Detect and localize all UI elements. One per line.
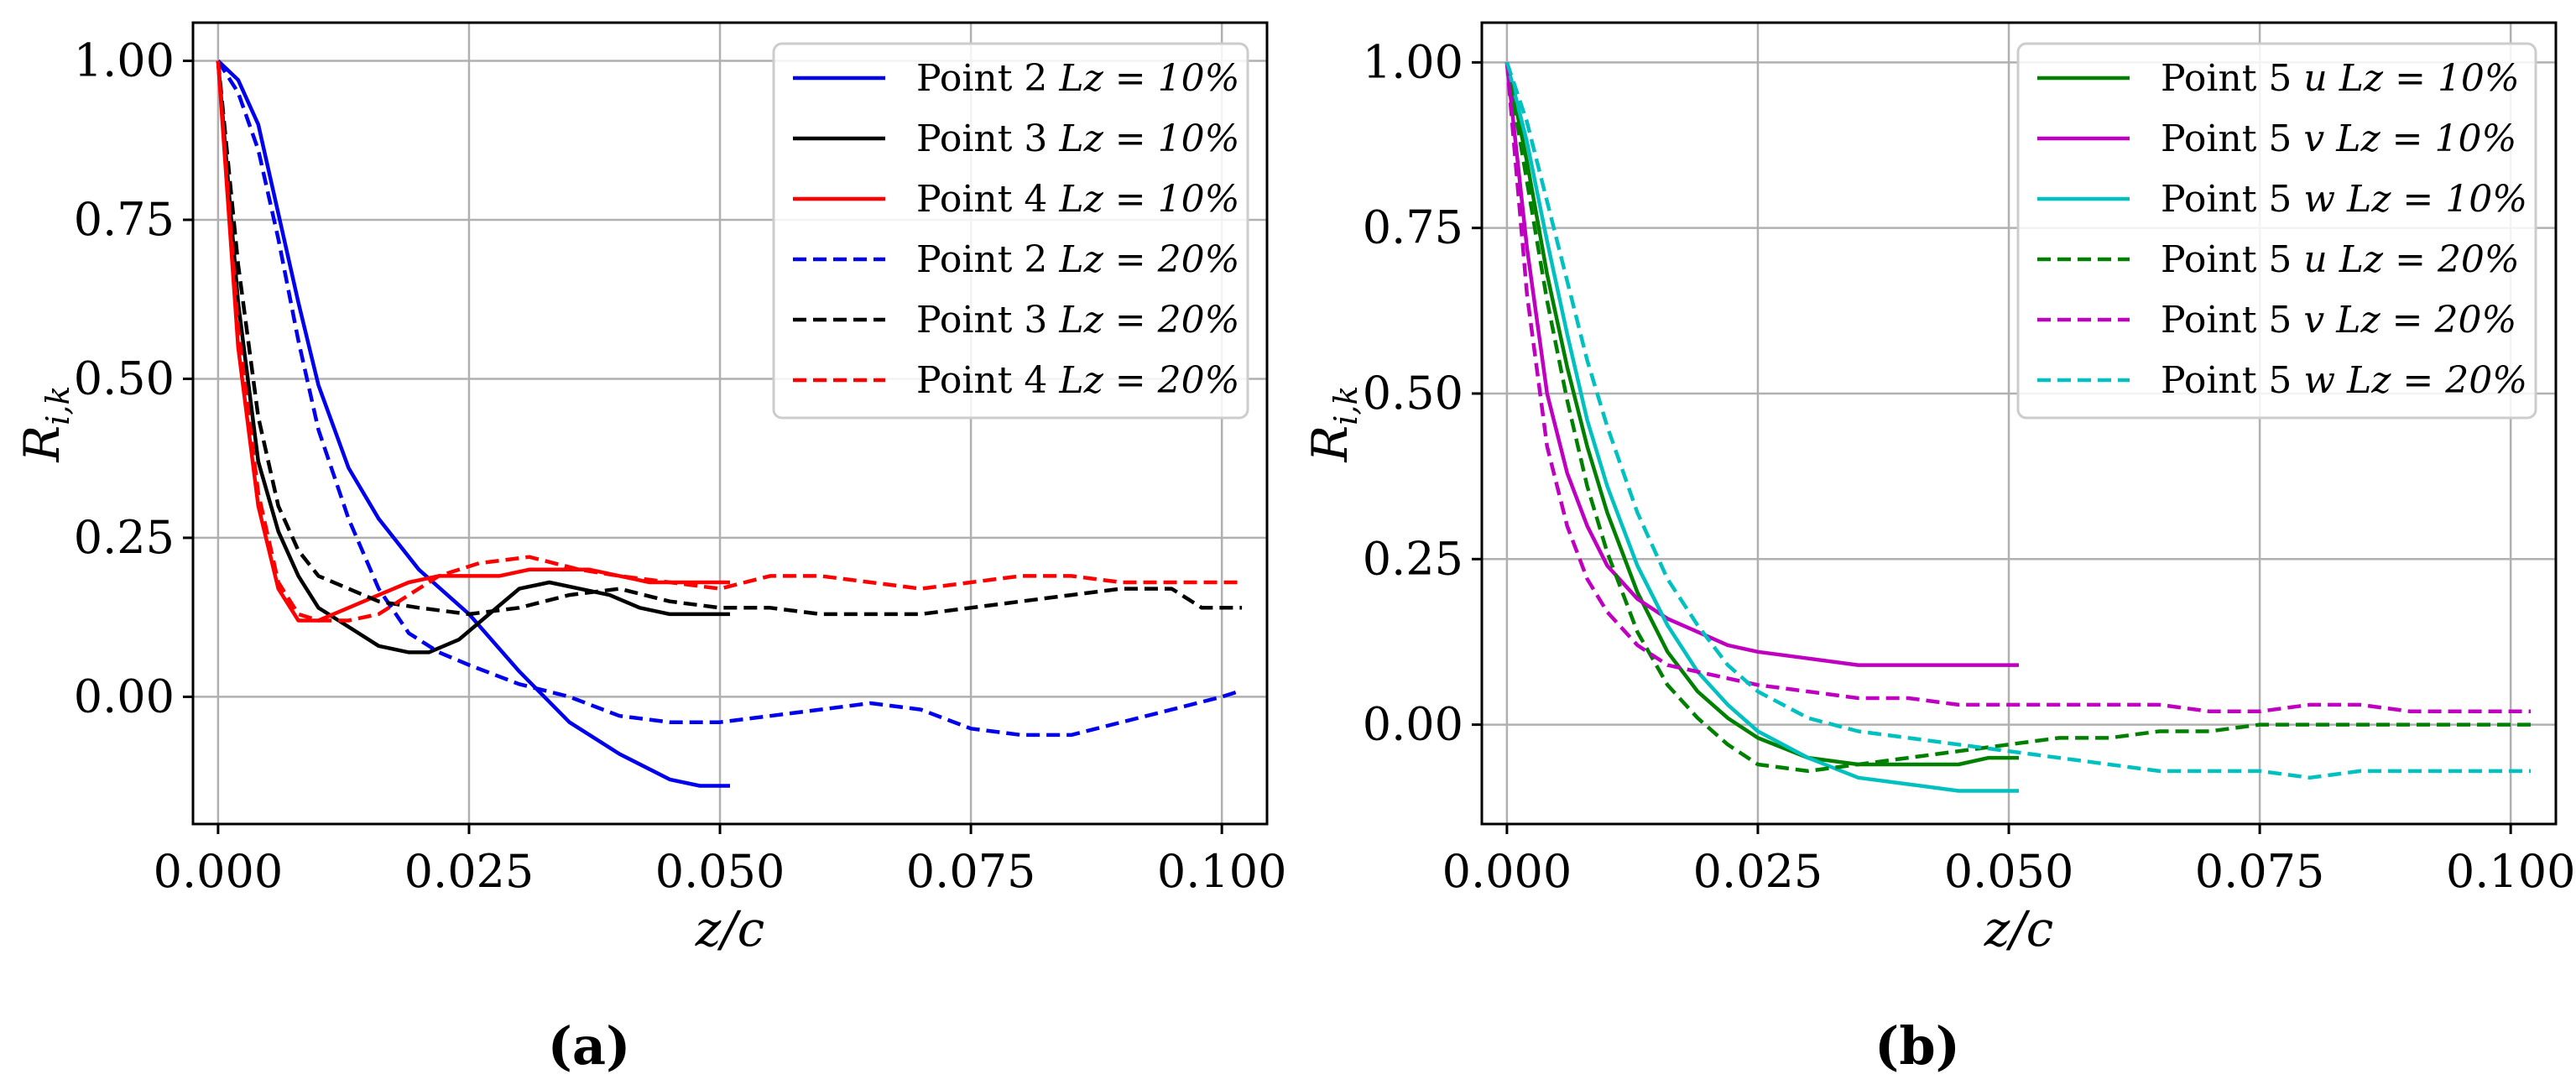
panel-a-series-line-5	[216, 60, 1243, 617]
panel-a-legend-label-6: Point 4 Lz = 20%	[916, 359, 1239, 402]
panel-b-series-line-6	[1504, 61, 2532, 780]
panel-a-series-line-1	[216, 59, 730, 788]
panel-b-series-line-5	[1504, 62, 2532, 714]
panel-a-y-tick-label: 1.00	[74, 34, 175, 86]
panel-b-legend: Point 5 u Lz = 10% Point 5 v Lz = 10% Poin…	[2016, 42, 2537, 420]
panel-b: 0.000 0.025 0.050 0.075 0.100 0.00 0.25 0.50 0.7…	[1301, 21, 2576, 1077]
panel-a-y-tick-label: 0.00	[74, 670, 175, 722]
panel-a-ticks: 0.000 0.025 0.050 0.075 0.100 0.00 0.25 0.50 0.7…	[74, 34, 1287, 898]
panel-a-x-tick-label: 0.075	[906, 845, 1036, 898]
panel-a-legend: Point 2 Lz = 10% Point 3 Lz = 10% Point 4 …	[772, 42, 1249, 420]
panel-a-x-tick-label: 0.025	[404, 845, 534, 898]
panel-a-y-tick-label: 0.25	[74, 511, 175, 564]
panel-a-x-tick-label: 0.050	[655, 845, 785, 898]
panel-b-legend-label-1: Point 5 u Lz = 10%	[2161, 57, 2520, 100]
panel-b-x-tick-label: 0.025	[1693, 845, 1823, 898]
panel-b-series	[1504, 61, 2532, 793]
panel-a-x-tick-label: 0.000	[154, 845, 284, 898]
panel-b-y-tick-label: 0.50	[1363, 367, 1463, 420]
panel-b-x-tick-label: 0.000	[1442, 845, 1572, 898]
panel-b-series-line-2	[1504, 62, 2019, 667]
panel-a-x-axis-label: z/c	[695, 900, 765, 957]
panel-a-series-line-2	[216, 60, 730, 655]
panel-b-plot-frame	[1480, 21, 2558, 826]
panel-b-y-tick-label: 0.25	[1363, 532, 1463, 585]
panel-a-y-tick-label: 0.50	[74, 352, 175, 404]
panel-a: 0.000 0.025 0.050 0.075 0.100 0.00 0.25 0.50 0.7…	[13, 21, 1287, 1077]
panel-a-legend-box	[772, 42, 1249, 420]
panel-a-legend-label-4: Point 2 Lz = 20%	[916, 238, 1239, 281]
panel-b-x-tick-label: 0.075	[2195, 845, 2325, 898]
panel-a-y-axis-label: Ri,k	[13, 386, 76, 463]
panel-a-y-tick-label: 0.75	[74, 193, 175, 246]
panel-b-series-line-1	[1504, 61, 2019, 767]
panel-b-y-tick-label: 0.75	[1363, 201, 1463, 254]
panel-a-series-line-6	[216, 60, 1243, 623]
panel-b-x-axis-label: z/c	[1984, 900, 2054, 957]
panel-a-series-line-3	[216, 60, 730, 623]
panel-a-series-line-4	[216, 60, 1243, 738]
panel-b-legend-entries: Point 5 u Lz = 10% Point 5 v Lz = 10% Poin…	[2037, 57, 2527, 402]
panel-b-x-tick-label: 0.050	[1944, 845, 2074, 898]
panel-a-series	[216, 59, 1243, 788]
panel-a-legend-entries: Point 2 Lz = 10% Point 3 Lz = 10% Point 4 …	[793, 57, 1239, 402]
panel-b-legend-label-2: Point 5 v Lz = 10%	[2161, 117, 2516, 160]
panel-b-y-axis-label: Ri,k	[1301, 386, 1364, 463]
panel-a-legend-label-3: Point 4 Lz = 10%	[916, 178, 1239, 221]
panel-b-label: (b)	[1875, 1015, 1960, 1077]
panel-a-plot-frame	[191, 21, 1269, 826]
panel-b-y-tick-label: 1.00	[1363, 35, 1463, 88]
panel-b-legend-label-5: Point 5 v Lz = 20%	[2161, 299, 2516, 342]
panel-a-legend-label-2: Point 3 Lz = 10%	[916, 117, 1239, 160]
panel-b-x-tick-label: 0.100	[2446, 845, 2576, 898]
panel-b-y-tick-label: 0.00	[1363, 698, 1463, 751]
panel-a-legend-label-5: Point 3 Lz = 20%	[916, 299, 1239, 342]
panel-b-legend-label-6: Point 5 w Lz = 20%	[2161, 359, 2527, 402]
panel-b-series-line-4	[1504, 62, 2532, 774]
panel-b-legend-label-4: Point 5 u Lz = 20%	[2161, 238, 2520, 281]
panel-a-label: (a)	[548, 1015, 631, 1077]
panel-b-legend-label-3: Point 5 w Lz = 10%	[2161, 178, 2527, 221]
panel-a-x-tick-label: 0.100	[1157, 845, 1287, 898]
panel-b-legend-box	[2016, 42, 2537, 420]
panel-a-legend-label-1: Point 2 Lz = 10%	[916, 57, 1239, 100]
panel-b-ticks: 0.000 0.025 0.050 0.075 0.100 0.00 0.25 0.50 0.7…	[1363, 35, 2576, 898]
